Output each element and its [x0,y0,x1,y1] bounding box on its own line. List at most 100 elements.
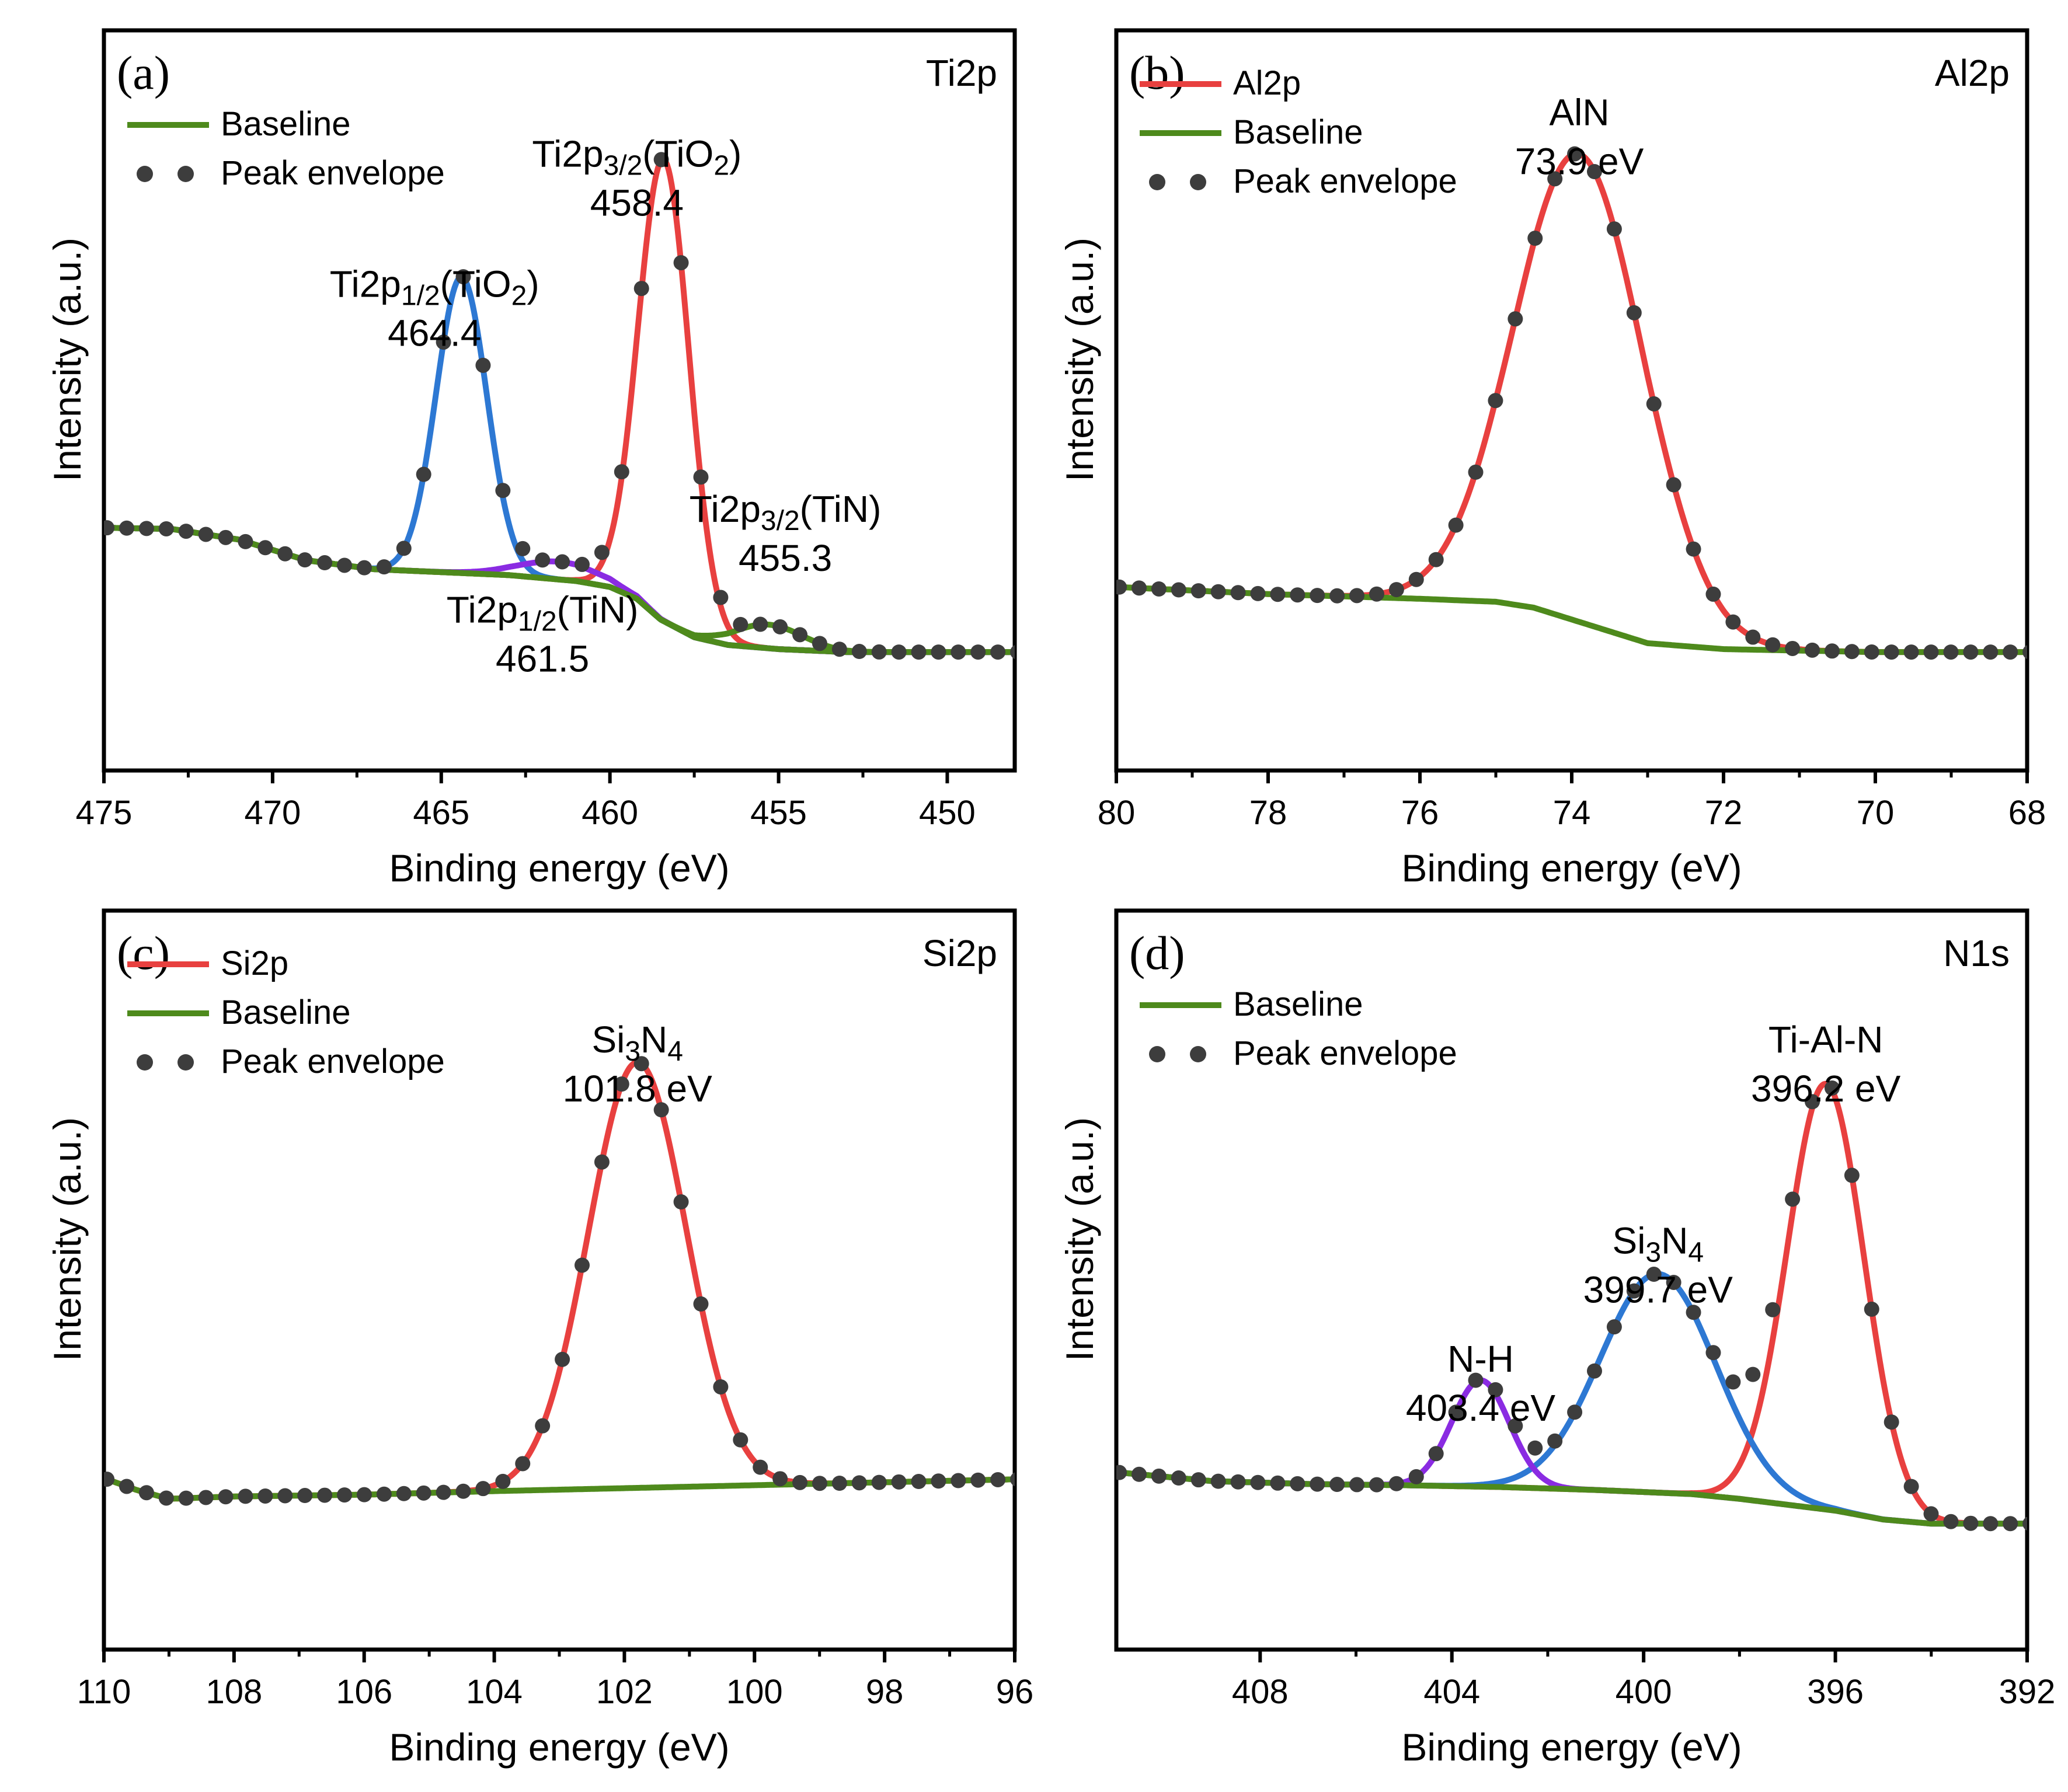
envelope-dot [1329,588,1345,604]
envelope-dot [1151,1468,1167,1484]
envelope-dot [1210,1473,1226,1489]
envelope-dot [1626,305,1642,320]
envelope-dot [1824,643,1840,659]
annotation-label: AlN [1549,91,1609,133]
x-tick-label: 110 [77,1673,131,1711]
envelope-dot [1903,644,1919,660]
x-tick-label: 465 [413,794,469,832]
envelope-dot [218,1489,234,1505]
annotation-value: 458.4 [590,182,684,224]
envelope-dot [1963,1515,1979,1531]
annotation-value: 101.8 eV [563,1068,713,1110]
peak-annotation: N-H 403.4 eV [1406,1338,1556,1429]
envelope-dot [376,1486,392,1502]
envelope-dot [1765,637,1781,653]
legend-dot [177,166,194,182]
envelope-dot [1864,1301,1879,1317]
envelope-dot [317,555,333,571]
x-axis-label: Binding energy (eV) [1401,1725,1742,1769]
envelope-dot [1983,644,1999,660]
envelope-dot [1310,1476,1325,1492]
annotation-value: 464.4 [388,312,481,354]
envelope-dot [753,1459,768,1475]
envelope-dot [1488,1382,1503,1397]
envelope-dot [396,1486,412,1501]
envelope-dot [475,1481,491,1497]
envelope-dot [1705,586,1721,602]
annotation-value: 403.4 eV [1406,1387,1556,1429]
envelope-dot [1606,1319,1622,1335]
envelope-dot [1448,1404,1464,1420]
panel-title: Ti2p [926,52,997,94]
envelope-dot [1290,587,1305,603]
envelope-dot [218,529,234,545]
envelope-dot [1508,311,1523,327]
x-axis-label: Binding energy (eV) [389,846,729,890]
envelope-dot [1116,1465,1127,1480]
x-tick-label: 108 [206,1673,262,1711]
legend-label: Peak envelope [221,1043,445,1080]
envelope-dot [812,1476,827,1491]
envelope-dot [614,1076,629,1092]
envelope-dot [970,644,986,660]
envelope-dot [753,616,768,632]
baseline-curve [1116,1469,2027,1527]
legend-entry: Baseline [1140,113,1363,151]
x-tick-label: 102 [596,1673,653,1711]
panel-a: 475 470 465 460 455 450 Binding energy (eV) Int… [46,28,1017,890]
panel-letter: (b) [1129,46,1185,99]
envelope-dot [337,1487,353,1503]
annotation-value: 73.9 eV [1515,140,1644,182]
legend-dot [177,1054,194,1071]
envelope-dot [1408,571,1424,587]
annotation-label: Ti2p3/2(TiN) [690,488,882,536]
x-tick-label: 96 [996,1673,1034,1711]
panel-letter: (c) [117,926,170,979]
x-tick-label: 460 [582,794,638,832]
plot-frame [1114,908,2029,1652]
envelope-dot [297,552,313,568]
envelope-dot [1864,644,1879,660]
envelope-dot [1151,581,1167,597]
envelope-dot [1547,1433,1563,1449]
legend-entry: Peak envelope [1149,162,1457,200]
annotation-value: 396.2 eV [1751,1068,1901,1110]
envelope-dot [1785,1191,1801,1207]
envelope-dot [713,1379,729,1394]
envelope-dot [1132,1466,1147,1482]
envelope-dot [1428,1446,1444,1462]
legend-dot [137,166,153,182]
series-ti-al-n [1116,1080,2027,1527]
legend-entry: Si2p [127,944,288,982]
envelope-dot [257,540,273,556]
legend-entry: Baseline [1140,985,1363,1023]
panel-d: 408 404 400 396 392 Binding energy (eV) Intens… [1058,908,2055,1769]
y-axis-label: Intensity (a.u.) [1058,238,1101,482]
envelope-dot [1745,629,1761,645]
legend-entry: Peak envelope [137,154,445,192]
x-tick-label: 72 [1705,794,1743,832]
envelope-dot [851,1475,867,1491]
envelope-dot [1270,587,1286,602]
envelope-dot [1666,477,1681,493]
envelope-dot [1943,1514,1959,1529]
envelope-dot [1943,644,1959,660]
envelope-dot [1805,1094,1820,1110]
envelope-dot [1369,1477,1384,1493]
x-tick-label: 470 [244,794,301,832]
envelope-dot [1686,541,1701,557]
legend-label: Si2p [221,944,288,982]
envelope-dot [158,521,174,536]
envelope-dot [455,1483,471,1499]
envelope-dot [792,627,808,643]
x-tick-label: 74 [1553,794,1591,832]
envelope-dot [891,644,907,660]
envelope-dot [297,1488,313,1504]
legend-entry: Al2p [1140,64,1301,102]
legend-label: Baseline [221,993,350,1031]
legend-dot [1190,1046,1206,1062]
envelope-dot [891,1474,907,1490]
envelope-dot [951,644,966,660]
x-tick-label: 70 [1857,794,1895,832]
x-tick-label: 396 [1807,1673,1864,1711]
